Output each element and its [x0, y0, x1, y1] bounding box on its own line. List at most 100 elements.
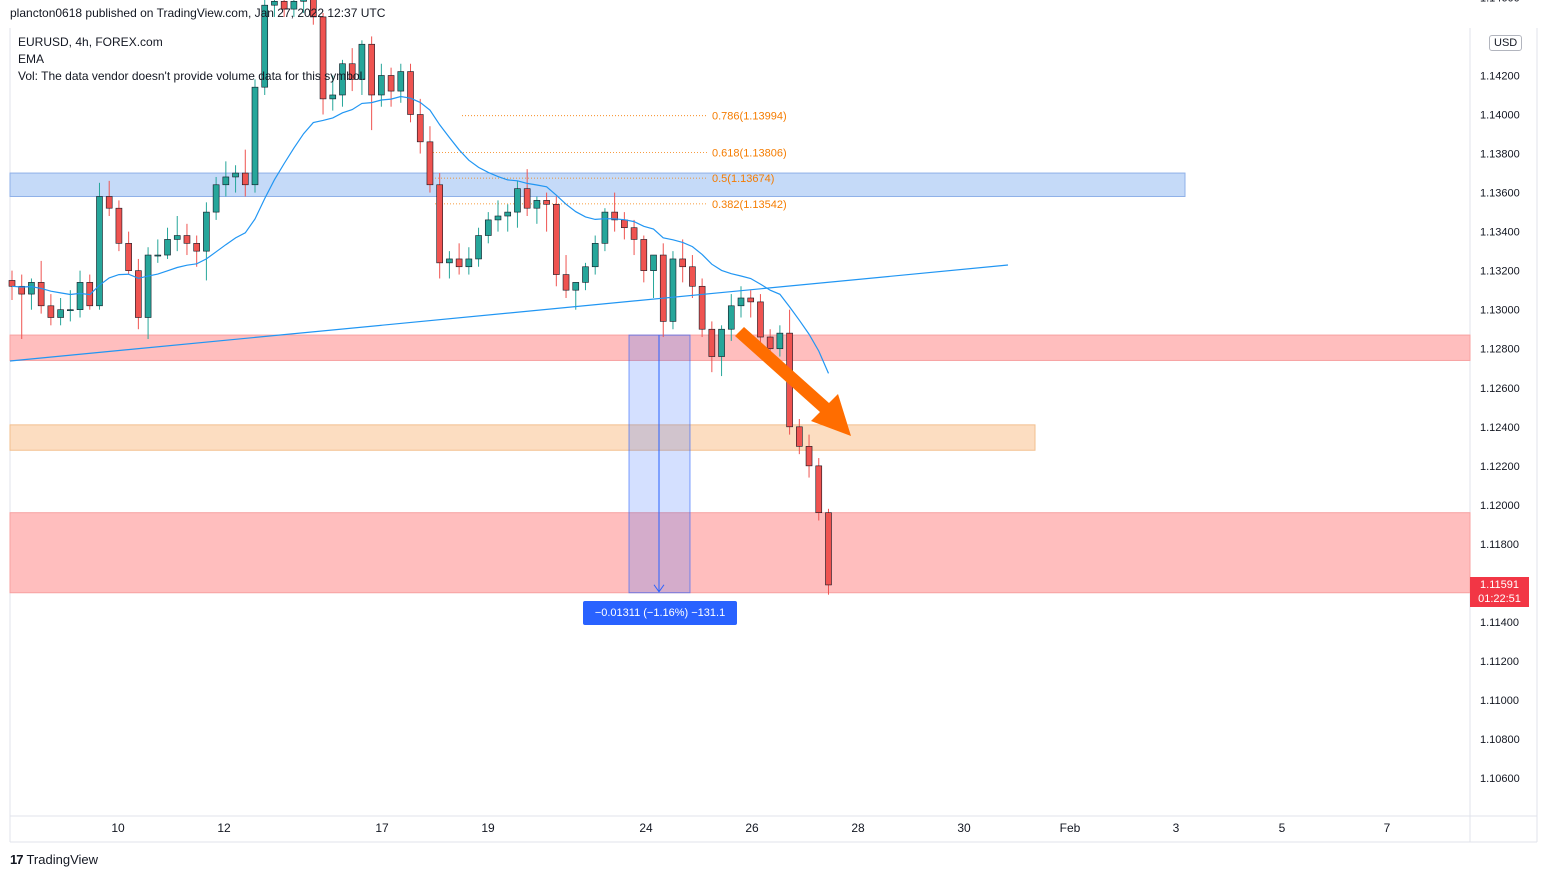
- candle-body-15: [154, 254, 162, 257]
- candle-body-36: [358, 43, 366, 80]
- time-tick-2: 17: [375, 821, 389, 835]
- candle-body-55: [543, 200, 550, 205]
- zone-orange-2: [9, 424, 1036, 451]
- candle-body-75: [737, 297, 745, 307]
- price-tick-9: 1.12600: [1480, 383, 1520, 395]
- currency-badge[interactable]: USD: [1489, 35, 1523, 51]
- zones-layer: [9, 172, 1471, 594]
- time-tick-0: 10: [111, 821, 125, 835]
- lines-layer: [9, 95, 1009, 436]
- candle-body-41: [407, 71, 414, 115]
- footer-brand[interactable]: TradingView: [26, 852, 99, 867]
- candle-body-13: [135, 270, 142, 318]
- candle-body-30: [300, 0, 307, 2]
- candle-body-7: [76, 282, 84, 311]
- candle-body-20: [203, 211, 210, 252]
- fib-label-0: 0.786(1.13994): [712, 111, 787, 123]
- time-tick-8: Feb: [1060, 821, 1081, 835]
- last-price-value: 1.11591: [1480, 579, 1519, 591]
- price-tick-18: 1.10600: [1480, 773, 1520, 785]
- candle-body-54: [533, 200, 541, 209]
- tradingview-logo-icon[interactable]: 17: [10, 852, 24, 867]
- candles-layer: [8, 0, 832, 595]
- candle-body-25: [251, 86, 259, 186]
- candle-body-39: [387, 75, 395, 92]
- candle-body-9: [96, 196, 103, 307]
- candle-body-27: [271, 0, 278, 6]
- candle-body-83: [815, 465, 823, 514]
- fib-label-2: 0.5(1.13674): [712, 173, 774, 185]
- candle-body-61: [601, 211, 609, 244]
- candle-body-58: [572, 282, 580, 291]
- time-axis[interactable]: 10 12 17 19 24 26 28 30 Feb 3 5 7: [111, 821, 1390, 835]
- price-tick-6: 1.13200: [1480, 266, 1520, 278]
- candle-body-14: [144, 254, 152, 318]
- candle-body-65: [640, 239, 648, 271]
- chart-legend: EURUSD, 4h, FOREX.com EMA Vol: The data …: [18, 34, 366, 85]
- measure-layer: [628, 334, 691, 594]
- candle-body-32: [319, 16, 327, 100]
- legend-volume: Vol: The data vendor doesn't provide vol…: [18, 69, 366, 83]
- candle-body-34: [339, 63, 346, 96]
- price-tick-8: 1.12800: [1480, 344, 1520, 356]
- candle-body-10: [105, 196, 113, 209]
- legend-symbol[interactable]: EURUSD, 4h, FOREX.com: [18, 35, 163, 49]
- footer: 17 TradingView: [10, 852, 98, 867]
- candle-body-56: [553, 203, 560, 275]
- price-axis[interactable]: 1.14600 1.14200 1.14000 1.13800 1.13600 1.134…: [1480, 0, 1520, 785]
- time-tick-6: 28: [851, 821, 865, 835]
- candle-body-48: [475, 235, 482, 260]
- candle-body-71: [698, 285, 706, 330]
- price-tick-16: 1.11000: [1480, 695, 1519, 707]
- fib-label-1: 0.618(1.13806): [712, 147, 787, 159]
- candle-body-67: [659, 254, 667, 322]
- candle-body-76: [747, 297, 755, 303]
- candle-body-44: [436, 184, 443, 264]
- candle-body-52: [514, 188, 521, 213]
- time-tick-10: 5: [1279, 821, 1286, 835]
- candle-body-73: [718, 328, 725, 357]
- zone-red-3: [9, 512, 1471, 594]
- candle-body-3: [37, 282, 45, 307]
- candle-body-78: [766, 336, 774, 350]
- price-tick-12: 1.12000: [1480, 500, 1520, 512]
- price-tick-0: 1.14600: [1480, 0, 1520, 4]
- candle-body-66: [650, 254, 657, 271]
- candle-body-17: [173, 235, 181, 240]
- candle-body-51: [504, 211, 512, 217]
- candle-body-57: [562, 274, 570, 291]
- candle-body-50: [494, 215, 502, 221]
- legend-indicator[interactable]: EMA: [18, 52, 45, 66]
- time-tick-9: 3: [1173, 821, 1180, 835]
- candle-body-84: [825, 512, 832, 586]
- candle-body-4: [47, 305, 55, 318]
- candle-body-12: [125, 243, 132, 271]
- fib-label-3: 0.382(1.13542): [712, 199, 787, 211]
- candle-body-31: [310, 0, 317, 18]
- candle-body-70: [689, 266, 696, 287]
- candle-body-16: [164, 239, 171, 256]
- publisher-line: plancton0618 published on TradingView.co…: [10, 6, 386, 20]
- candle-body-47: [465, 258, 473, 268]
- bar-countdown: 01:22:51: [1478, 593, 1521, 605]
- price-tick-10: 1.12400: [1480, 422, 1520, 434]
- price-tick-3: 1.13800: [1480, 149, 1520, 161]
- time-tick-7: 30: [957, 821, 971, 835]
- candle-body-29: [290, 0, 298, 10]
- price-tick-7: 1.13000: [1480, 305, 1520, 317]
- candle-body-38: [378, 75, 385, 96]
- price-tick-15: 1.11200: [1480, 656, 1519, 668]
- candle-body-72: [708, 328, 716, 357]
- time-tick-11: 7: [1384, 821, 1391, 835]
- candle-body-69: [679, 258, 686, 268]
- zone-blue-0: [9, 172, 1186, 197]
- candle-body-33: [329, 94, 337, 100]
- time-tick-5: 26: [745, 821, 759, 835]
- candle-body-74: [727, 305, 735, 330]
- candle-body-5: [57, 309, 64, 318]
- time-tick-1: 12: [217, 821, 231, 835]
- candle-body-40: [397, 71, 405, 92]
- price-tick-2: 1.14000: [1480, 110, 1520, 122]
